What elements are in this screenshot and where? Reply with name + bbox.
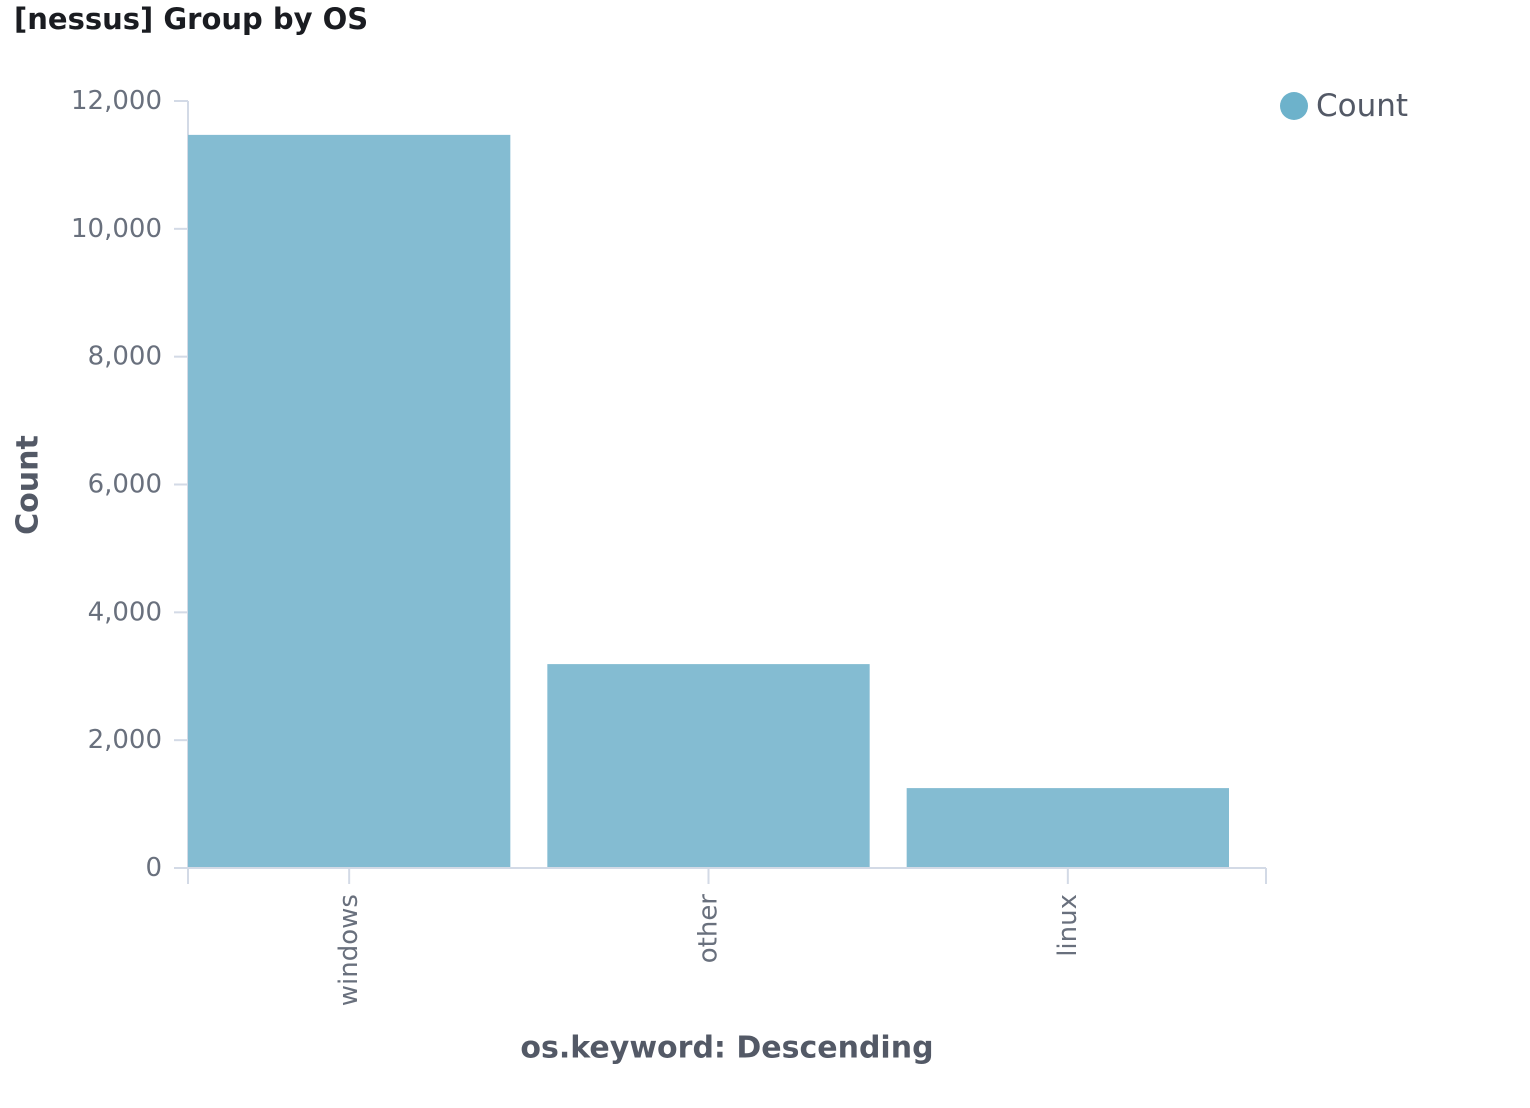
bar-windows[interactable] (188, 134, 511, 868)
panel-title: [nessus] Group by OS (14, 2, 369, 36)
x-tick-label: linux (1053, 894, 1083, 957)
y-tick-label: 8,000 (88, 342, 162, 372)
bar-other[interactable] (547, 664, 870, 868)
legend-label[interactable]: Count (1316, 88, 1408, 124)
y-tick-label: 2,000 (88, 725, 162, 755)
y-tick-label: 0 (145, 853, 162, 883)
y-axis-title: Count (11, 435, 46, 535)
x-tick-label: windows (334, 894, 364, 1006)
x-axis-title: os.keyword: Descending (520, 1031, 933, 1066)
y-tick-label: 10,000 (71, 214, 162, 244)
y-tick-label: 4,000 (88, 597, 162, 627)
bar-linux[interactable] (906, 788, 1229, 868)
legend-marker-icon[interactable] (1280, 92, 1308, 120)
y-tick-label: 6,000 (88, 470, 162, 500)
y-tick-label: 12,000 (71, 86, 162, 116)
x-tick-label: other (694, 894, 724, 964)
